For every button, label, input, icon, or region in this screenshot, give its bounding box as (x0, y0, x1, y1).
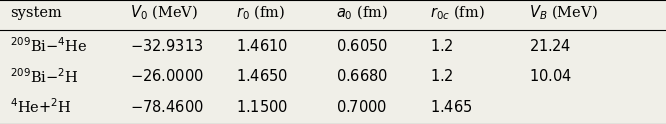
Text: $r_0$ (fm): $r_0$ (fm) (236, 4, 286, 22)
Text: $1.4650$: $1.4650$ (236, 68, 288, 84)
Text: $1.4610$: $1.4610$ (236, 38, 288, 54)
Text: $V_0$ (MeV): $V_0$ (MeV) (130, 4, 198, 22)
Text: $^{209}$Bi$-^{4}$He: $^{209}$Bi$-^{4}$He (10, 37, 88, 55)
Text: $a_0$ (fm): $a_0$ (fm) (336, 4, 388, 22)
Text: $1.1500$: $1.1500$ (236, 99, 288, 115)
Text: $0.6680$: $0.6680$ (336, 68, 388, 84)
Text: $1.465$: $1.465$ (430, 99, 472, 115)
Text: $-32.9313$: $-32.9313$ (130, 38, 203, 54)
Text: $V_B$ (MeV): $V_B$ (MeV) (529, 4, 598, 22)
Text: $1.2$: $1.2$ (430, 68, 453, 84)
Text: $r_{0c}$ (fm): $r_{0c}$ (fm) (430, 4, 484, 22)
Text: $-78.4600$: $-78.4600$ (130, 99, 204, 115)
Text: $^{209}$Bi$-^{2}$H: $^{209}$Bi$-^{2}$H (10, 67, 79, 86)
Text: $1.2$: $1.2$ (430, 38, 453, 54)
Text: $10.04$: $10.04$ (529, 68, 573, 84)
Text: $^{4}$He$+^{2}$H: $^{4}$He$+^{2}$H (10, 97, 72, 116)
Text: $21.24$: $21.24$ (529, 38, 571, 54)
Text: $0.7000$: $0.7000$ (336, 99, 388, 115)
Text: $-26.0000$: $-26.0000$ (130, 68, 204, 84)
Text: system: system (10, 6, 62, 20)
Text: $0.6050$: $0.6050$ (336, 38, 388, 54)
